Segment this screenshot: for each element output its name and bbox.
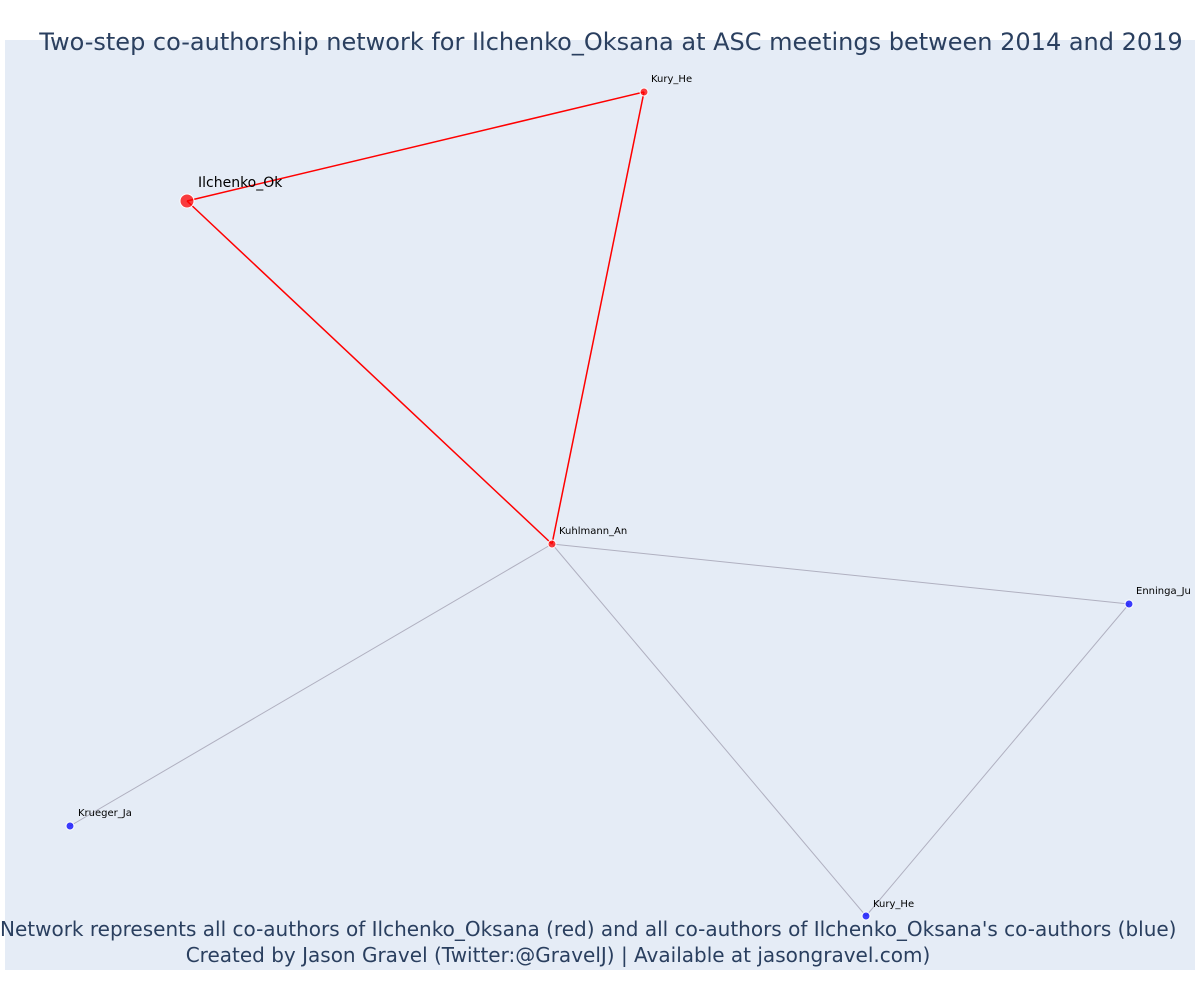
edge-ilchenko-kuhlmann [186,200,553,545]
edge-kuhlmann-enninga [551,543,1130,605]
caption-line-2: Created by Jason Gravel (Twitter:@Gravel… [185,943,931,967]
node-kuhlmann[interactable] [547,539,557,549]
plot-area [5,40,1195,970]
node-kury_bottom[interactable] [861,911,871,921]
edge-kuhlmann-krueger [69,543,553,827]
labels-layer: Ilchenko_Ok Kury_He Kuhlmann_An Enninga_Ju K… [78,74,1191,910]
node-label-kuhlmann: Kuhlmann_An [559,526,627,537]
node-label-krueger: Krueger_Ja [78,808,132,819]
node-label-ilchenko: Ilchenko_Ok [198,175,283,191]
caption: Network represents all co-authors of Ilc… [0,916,1177,968]
nodes-layer [65,87,1134,921]
node-krueger[interactable] [65,821,75,831]
node-ilchenko[interactable] [179,193,195,209]
node-label-kury_top: Kury_He [651,74,692,85]
node-label-enninga: Enninga_Ju [1136,586,1191,597]
edge-kuhlmann-kury_bottom [551,543,867,917]
caption-line-1: Network represents all co-authors of Ilc… [0,917,1177,941]
node-kury_top[interactable] [639,87,649,97]
edge-enninga-kury_bottom [865,603,1130,917]
edges-layer [69,91,1130,917]
node-label-kury_bottom: Kury_He [873,899,914,910]
node-enninga[interactable] [1124,599,1134,609]
edge-kury_top-kuhlmann [551,91,645,545]
edge-ilchenko-kury_top [186,91,645,202]
chart-title: Two-step co-authorship network for Ilche… [39,28,1183,56]
